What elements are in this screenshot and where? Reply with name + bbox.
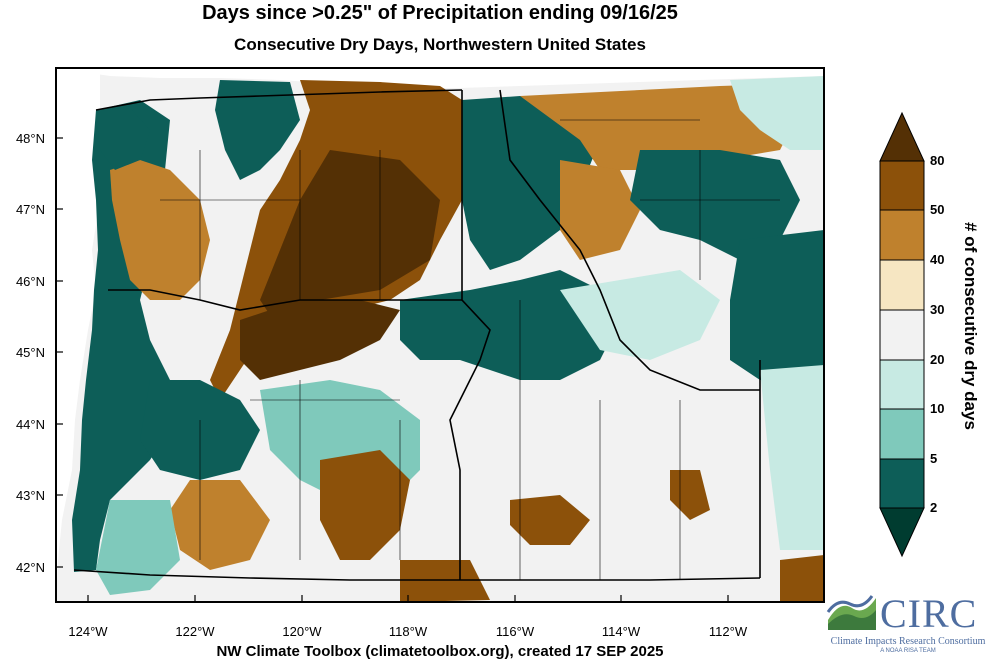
legend-swatch-2-5 <box>879 458 925 509</box>
montana-west-ochre <box>560 160 640 260</box>
border-wa-or <box>108 289 462 311</box>
montana-central-teal <box>630 150 800 260</box>
lon-label-118: 118°W <box>388 624 428 639</box>
legend-swatch-10-20 <box>879 359 925 410</box>
legend-swatch-over-80 <box>879 111 925 162</box>
map-title: Days since >0.25" of Precipitation endin… <box>202 2 678 24</box>
wyoming-light <box>760 365 824 550</box>
oregon-north-dark <box>240 300 400 380</box>
idaho-brown-patch-1 <box>510 495 590 545</box>
lat-label-44: 44°N <box>15 417 45 432</box>
legend-label-50: 50 <box>930 202 945 217</box>
se-oregon-brown <box>320 450 410 560</box>
lat-label-43: 43°N <box>15 488 45 503</box>
wa-southwest-ochre <box>110 160 210 300</box>
cascades-teal <box>215 80 300 180</box>
legend-swatch-50-80 <box>879 160 925 211</box>
ne-montana-light <box>730 76 824 150</box>
panhandle-teal <box>462 96 600 270</box>
map-layer <box>56 68 824 602</box>
lat-label-46: 46°N <box>15 274 45 289</box>
legend-title: # of consecutive dry days <box>961 222 980 430</box>
legend-swatch-30-40 <box>879 259 925 311</box>
montana-east-teal <box>730 230 824 380</box>
sw-oregon-ochre <box>170 480 270 570</box>
olympic-teal <box>96 108 150 170</box>
legend-swatch-under-2 <box>879 507 925 558</box>
lon-label-122: 122°W <box>175 624 215 639</box>
lon-label-120: 120°W <box>282 624 322 639</box>
lon-label-124: 124°W <box>68 624 108 639</box>
legend-label-2: 2 <box>930 500 938 515</box>
legend-label-30: 30 <box>930 302 945 317</box>
circ-logo-tagline: Climate Impacts Research Consortium <box>830 636 986 647</box>
border-wa-north <box>95 89 463 111</box>
circ-logo-icon <box>826 595 876 630</box>
lon-label-116: 116°W <box>495 624 535 639</box>
legend-swatch-20-30 <box>879 309 925 361</box>
utah-brown <box>780 555 824 602</box>
lon-label-112: 112°W <box>708 624 748 639</box>
legend-label-20: 20 <box>930 352 945 367</box>
lat-label-45: 45°N <box>15 345 45 360</box>
circ-logo-wordmark: CIRC <box>880 591 978 636</box>
columbia-basin-core <box>260 150 440 330</box>
border-south <box>73 569 761 581</box>
legend-swatch-5-10 <box>879 408 925 460</box>
border-id-mt <box>499 89 760 391</box>
map-subtitle: Consecutive Dry Days, Northwestern Unite… <box>234 35 646 54</box>
legend-swatch-40-50 <box>879 209 925 261</box>
lon-label-114: 114°W <box>601 624 641 639</box>
legend-label-5: 5 <box>930 451 938 466</box>
lat-label-42: 42°N <box>15 560 45 575</box>
sw-oregon-mint <box>96 500 180 595</box>
circ-logo-subtag: A NOAA RISA TEAM <box>880 648 936 654</box>
nv-border-brown <box>400 560 490 602</box>
legend-label-40: 40 <box>930 252 945 267</box>
county-lines <box>160 119 780 580</box>
legend-label-80: 80 <box>930 153 945 168</box>
lat-label-47: 47°N <box>15 202 45 217</box>
pacific-ocean <box>56 68 100 602</box>
idaho-central-light <box>560 270 720 360</box>
canada-area <box>56 68 824 88</box>
legend-label-10: 10 <box>930 401 945 416</box>
montana-north-ochre <box>520 84 800 170</box>
lat-label-48: 48°N <box>15 131 45 146</box>
footer-credit: NW Climate Toolbox (climatetoolbox.org),… <box>216 643 664 660</box>
